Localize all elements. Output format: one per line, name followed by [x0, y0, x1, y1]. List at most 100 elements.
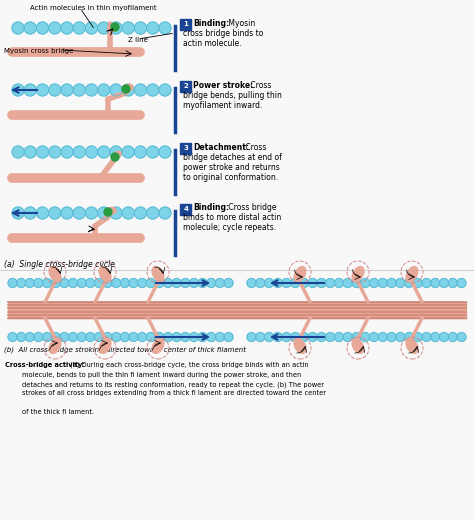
Circle shape [282, 332, 291, 342]
Circle shape [387, 279, 396, 288]
Text: strokes of all cross bridges extending from a thick fi lament are directed towar: strokes of all cross bridges extending f… [5, 391, 326, 396]
Bar [8, 302, 466, 318]
Text: (a) During each cross-bridge cycle, the cross bridge binds with an actin: (a) During each cross-bridge cycle, the … [68, 362, 308, 369]
Ellipse shape [49, 267, 61, 281]
Circle shape [181, 279, 190, 288]
Circle shape [190, 332, 199, 342]
Circle shape [256, 332, 265, 342]
Circle shape [110, 22, 122, 34]
Circle shape [431, 279, 440, 288]
Circle shape [110, 84, 122, 96]
Circle shape [24, 146, 36, 158]
Text: Detachment:: Detachment: [193, 142, 249, 151]
Circle shape [172, 332, 181, 342]
Circle shape [135, 207, 146, 219]
Text: actin molecule.: actin molecule. [183, 38, 242, 47]
Circle shape [404, 332, 413, 342]
Circle shape [172, 279, 181, 288]
Circle shape [129, 279, 138, 288]
Circle shape [273, 332, 282, 342]
Circle shape [457, 332, 466, 342]
Circle shape [335, 332, 344, 342]
Circle shape [103, 332, 112, 342]
Text: binds to more distal actin: binds to more distal actin [183, 214, 281, 223]
Circle shape [282, 279, 291, 288]
Circle shape [73, 22, 85, 34]
Circle shape [448, 279, 457, 288]
Text: detaches and returns to its resting conformation, ready to repeat the cycle. (b): detaches and returns to its resting conf… [5, 381, 324, 387]
Circle shape [77, 332, 86, 342]
Circle shape [12, 207, 24, 219]
Circle shape [24, 84, 36, 96]
Circle shape [77, 279, 86, 288]
Circle shape [112, 279, 121, 288]
Circle shape [122, 207, 134, 219]
Text: (a)  Single cross-bridge cycle: (a) Single cross-bridge cycle [4, 260, 115, 269]
Ellipse shape [406, 267, 418, 281]
Circle shape [164, 279, 173, 288]
Circle shape [159, 207, 171, 219]
Circle shape [155, 332, 164, 342]
Circle shape [8, 279, 17, 288]
Circle shape [122, 85, 130, 93]
Circle shape [104, 208, 112, 216]
Text: Power stroke:: Power stroke: [193, 81, 253, 89]
Circle shape [404, 279, 413, 288]
Circle shape [135, 84, 146, 96]
Circle shape [73, 207, 85, 219]
Circle shape [155, 279, 164, 288]
Text: to original conformation.: to original conformation. [183, 173, 278, 181]
Text: 2: 2 [183, 83, 188, 89]
Circle shape [273, 279, 282, 288]
Ellipse shape [152, 339, 164, 354]
Circle shape [122, 84, 134, 96]
Text: Cross-bridge activity:: Cross-bridge activity: [5, 362, 85, 368]
Circle shape [36, 84, 48, 96]
Circle shape [60, 279, 69, 288]
Circle shape [85, 22, 98, 34]
Text: Cross: Cross [248, 81, 272, 89]
Circle shape [68, 332, 77, 342]
Circle shape [198, 279, 207, 288]
Circle shape [36, 146, 48, 158]
Text: (b)  All cross-bridge stroking directed toward center of thick filament: (b) All cross-bridge stroking directed t… [4, 346, 246, 353]
Circle shape [190, 279, 199, 288]
Circle shape [300, 279, 309, 288]
Circle shape [224, 332, 233, 342]
Text: 4: 4 [183, 206, 189, 212]
Circle shape [264, 279, 273, 288]
Circle shape [135, 22, 146, 34]
Circle shape [370, 279, 379, 288]
FancyBboxPatch shape [181, 203, 191, 214]
Circle shape [98, 22, 110, 34]
Circle shape [51, 332, 60, 342]
Circle shape [352, 332, 361, 342]
Circle shape [247, 279, 256, 288]
Ellipse shape [99, 339, 111, 354]
Text: Binding:: Binding: [193, 19, 229, 28]
Text: 3: 3 [183, 145, 189, 151]
Circle shape [317, 279, 326, 288]
Circle shape [326, 279, 335, 288]
Circle shape [396, 279, 405, 288]
Text: bridge bends, pulling thin: bridge bends, pulling thin [183, 90, 282, 99]
Text: molecule; cycle repeats.: molecule; cycle repeats. [183, 224, 276, 232]
Circle shape [49, 146, 61, 158]
Circle shape [137, 332, 146, 342]
FancyBboxPatch shape [181, 19, 191, 30]
Circle shape [352, 279, 361, 288]
Circle shape [370, 332, 379, 342]
Ellipse shape [352, 339, 364, 354]
Circle shape [264, 332, 273, 342]
Circle shape [361, 332, 370, 342]
Circle shape [335, 279, 344, 288]
Circle shape [34, 332, 43, 342]
Text: Cross: Cross [243, 142, 266, 151]
Circle shape [120, 332, 129, 342]
Circle shape [159, 84, 171, 96]
Circle shape [317, 332, 326, 342]
Circle shape [73, 146, 85, 158]
Circle shape [51, 279, 60, 288]
Circle shape [431, 332, 440, 342]
Circle shape [61, 207, 73, 219]
